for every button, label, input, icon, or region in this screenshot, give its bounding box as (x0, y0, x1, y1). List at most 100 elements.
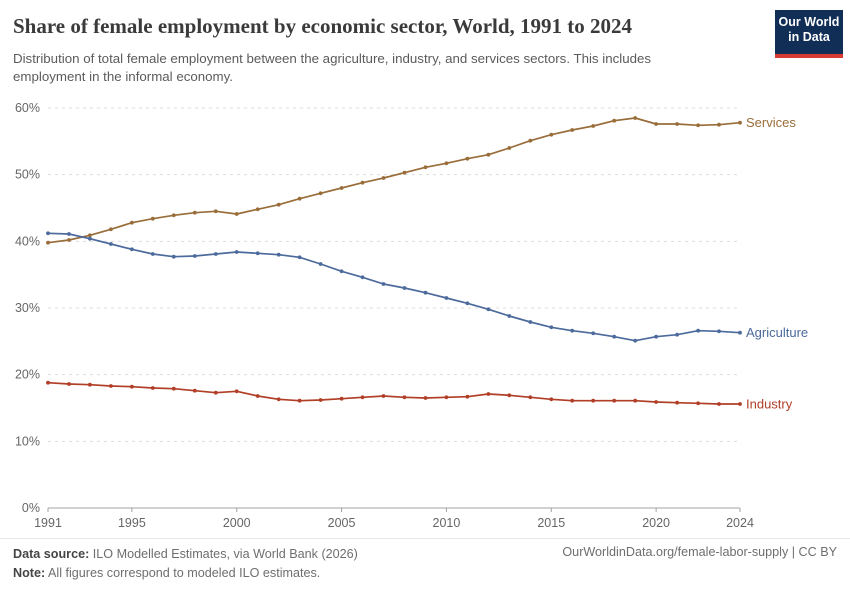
series-point-agriculture[interactable] (360, 275, 365, 280)
series-point-industry[interactable] (528, 395, 533, 400)
series-point-agriculture[interactable] (255, 251, 260, 256)
series-point-services[interactable] (696, 123, 700, 128)
series-point-agriculture[interactable] (633, 338, 638, 343)
series-point-industry[interactable] (507, 393, 512, 398)
series-point-agriculture[interactable] (423, 290, 428, 295)
series-point-agriculture[interactable] (150, 252, 155, 256)
series-point-industry[interactable] (423, 396, 428, 400)
series-point-services[interactable] (192, 210, 197, 215)
series-point-industry[interactable] (88, 382, 92, 387)
series-point-services[interactable] (423, 165, 428, 170)
series-point-industry[interactable] (67, 382, 71, 386)
series-point-agriculture[interactable] (46, 231, 50, 236)
series-point-services[interactable] (570, 128, 575, 132)
series-line-agriculture[interactable] (47, 232, 741, 342)
series-point-services[interactable] (46, 240, 50, 245)
series-point-industry[interactable] (717, 402, 721, 406)
series-point-agriculture[interactable] (696, 328, 700, 333)
series-point-agriculture[interactable] (717, 329, 721, 334)
series-point-industry[interactable] (109, 384, 113, 388)
series-point-agriculture[interactable] (339, 269, 344, 274)
footer-link[interactable]: OurWorldinData.org/female-labor-supply |… (562, 545, 837, 559)
series-point-services[interactable] (255, 207, 260, 212)
series-point-industry[interactable] (633, 398, 638, 403)
series-point-industry[interactable] (130, 384, 134, 389)
series-point-agriculture[interactable] (486, 307, 491, 312)
series-point-industry[interactable] (276, 397, 281, 402)
series-point-services[interactable] (67, 238, 71, 242)
series-point-services[interactable] (717, 122, 721, 127)
series-point-agriculture[interactable] (675, 332, 679, 337)
series-end-label-services[interactable]: Services (746, 115, 796, 130)
series-point-services[interactable] (171, 213, 176, 218)
series-point-industry[interactable] (696, 401, 700, 406)
series-point-services[interactable] (88, 233, 92, 238)
series-point-industry[interactable] (234, 389, 239, 394)
series-point-services[interactable] (360, 180, 365, 185)
series-point-industry[interactable] (549, 397, 554, 402)
series-point-industry[interactable] (738, 402, 742, 406)
series-point-agriculture[interactable] (130, 247, 134, 252)
series-point-industry[interactable] (444, 395, 449, 400)
series-point-services[interactable] (381, 176, 386, 180)
series-point-industry[interactable] (402, 395, 407, 400)
series-point-agriculture[interactable] (381, 282, 386, 286)
series-point-industry[interactable] (591, 398, 596, 403)
series-point-services[interactable] (402, 170, 407, 175)
series-point-services[interactable] (339, 186, 344, 190)
series-point-services[interactable] (213, 209, 218, 214)
series-point-services[interactable] (528, 138, 533, 143)
series-point-industry[interactable] (213, 390, 218, 395)
series-point-services[interactable] (549, 132, 554, 137)
series-point-services[interactable] (591, 124, 596, 128)
series-point-services[interactable] (675, 122, 679, 126)
series-point-agriculture[interactable] (297, 255, 302, 260)
series-point-industry[interactable] (654, 400, 658, 404)
series-point-industry[interactable] (46, 380, 50, 385)
owid-logo[interactable]: Our World in Data (775, 10, 843, 58)
series-point-agriculture[interactable] (234, 250, 239, 254)
series-point-services[interactable] (109, 227, 113, 232)
series-point-services[interactable] (297, 196, 302, 201)
series-point-industry[interactable] (381, 394, 386, 398)
series-point-industry[interactable] (486, 392, 491, 396)
series-end-label-agriculture[interactable]: Agriculture (746, 325, 808, 340)
series-point-services[interactable] (234, 212, 239, 216)
series-point-services[interactable] (486, 152, 491, 157)
series-point-services[interactable] (612, 118, 617, 123)
series-end-label-industry[interactable]: Industry (746, 397, 793, 412)
series-line-services[interactable] (47, 117, 741, 244)
series-point-agriculture[interactable] (654, 334, 658, 339)
series-point-industry[interactable] (297, 398, 302, 403)
series-point-services[interactable] (654, 122, 658, 126)
series-point-agriculture[interactable] (738, 330, 742, 335)
series-point-industry[interactable] (318, 398, 323, 402)
series-point-services[interactable] (130, 220, 134, 225)
series-point-industry[interactable] (192, 388, 197, 393)
series-point-services[interactable] (276, 202, 281, 207)
series-point-agriculture[interactable] (67, 232, 71, 236)
series-point-services[interactable] (738, 120, 742, 125)
series-point-services[interactable] (150, 216, 155, 221)
series-point-services[interactable] (507, 146, 512, 150)
series-point-agriculture[interactable] (192, 254, 197, 258)
series-point-agriculture[interactable] (591, 331, 596, 336)
series-point-services[interactable] (465, 156, 470, 161)
series-point-industry[interactable] (570, 398, 575, 403)
series-point-services[interactable] (633, 116, 638, 120)
series-point-agriculture[interactable] (465, 301, 470, 306)
series-point-industry[interactable] (171, 386, 176, 391)
series-point-agriculture[interactable] (507, 314, 512, 318)
series-point-agriculture[interactable] (528, 320, 533, 324)
series-point-services[interactable] (318, 191, 323, 196)
series-point-industry[interactable] (255, 394, 260, 398)
series-point-industry[interactable] (360, 395, 365, 400)
series-point-agriculture[interactable] (402, 286, 407, 290)
series-point-services[interactable] (444, 161, 449, 166)
series-point-industry[interactable] (150, 386, 155, 390)
series-point-industry[interactable] (612, 398, 617, 403)
series-point-industry[interactable] (339, 396, 344, 401)
series-point-agriculture[interactable] (213, 252, 218, 256)
series-point-agriculture[interactable] (318, 262, 323, 266)
